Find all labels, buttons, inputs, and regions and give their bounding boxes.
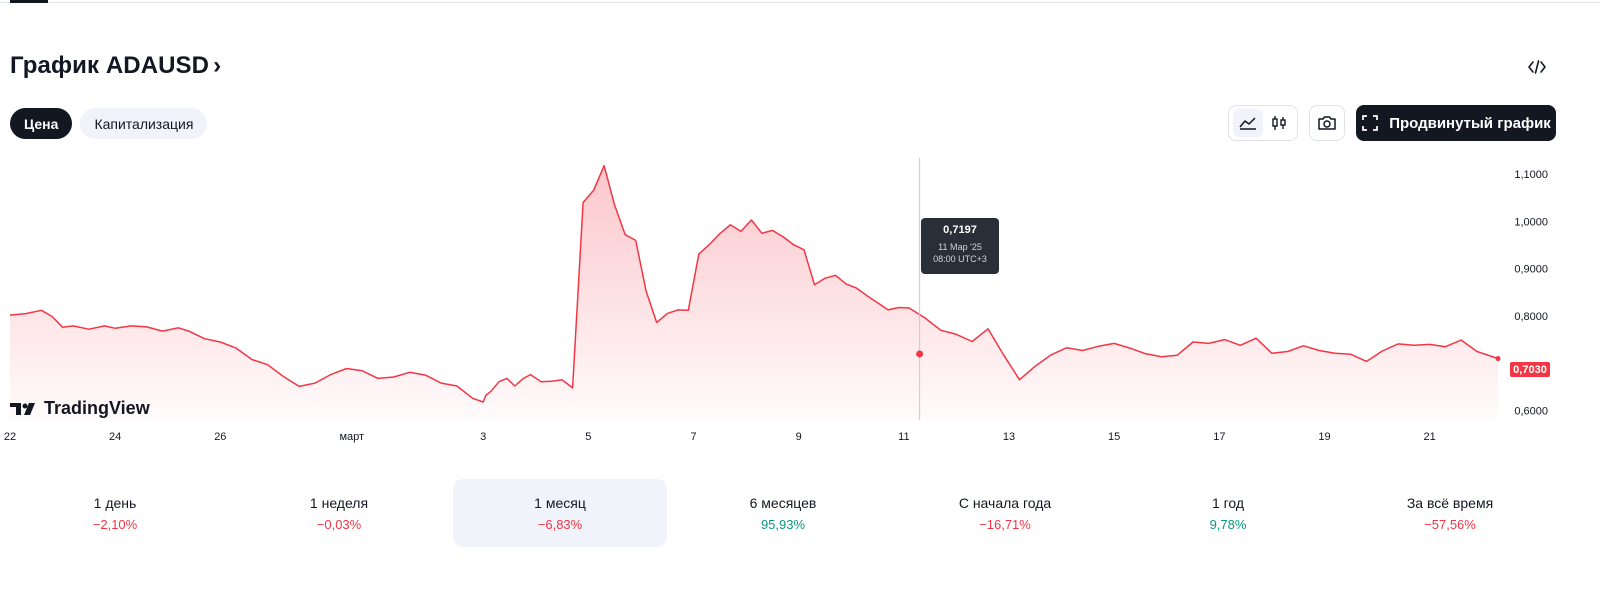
tab-market-cap[interactable]: Капитализация: [80, 108, 208, 139]
page-title[interactable]: График ADAUSD: [10, 52, 210, 79]
x-tick-label: 26: [214, 431, 226, 443]
candlestick-chart-button[interactable]: [1264, 109, 1294, 137]
y-tick-label: 0,8000: [1514, 311, 1548, 323]
embed-code-button[interactable]: [1522, 52, 1552, 82]
x-tick-label: 13: [1003, 431, 1015, 443]
period-change: −16,71%: [979, 516, 1031, 532]
period-label: 6 месяцев: [749, 494, 817, 511]
tradingview-logo[interactable]: TradingView: [10, 398, 150, 419]
period-label: 1 месяц: [534, 494, 586, 511]
tradingview-logo-icon: [10, 402, 35, 415]
period-label: 1 год: [1211, 494, 1245, 511]
camera-icon: [1318, 116, 1336, 130]
snapshot-button[interactable]: [1309, 105, 1345, 141]
x-tick-label: 7: [690, 431, 696, 443]
title-chevron-icon[interactable]: ›: [213, 52, 222, 79]
fullscreen-icon: [1362, 115, 1379, 131]
candlestick-icon: [1271, 116, 1286, 130]
chart-type-switcher: [1228, 105, 1298, 141]
period-label: 1 неделя: [309, 494, 369, 511]
period-ytd[interactable]: С начала года −16,71%: [898, 479, 1112, 547]
y-tick-label: 1,0000: [1514, 216, 1548, 228]
x-tick-label: март: [339, 431, 364, 443]
period-label: С начала года: [958, 494, 1052, 511]
x-tick-label: 19: [1318, 431, 1330, 443]
period-change: 95,93%: [760, 516, 806, 532]
x-tick-label: 11: [898, 431, 909, 443]
period-change: 9,78%: [1209, 516, 1247, 532]
advanced-chart-label: Продвинутый график: [1389, 114, 1551, 132]
period-performance-bar: 1 день −2,10% 1 неделя −0,03% 1 месяц −6…: [0, 479, 1600, 547]
crosshair-point: [916, 350, 924, 358]
chart-data-tabs: Цена Капитализация: [10, 108, 208, 139]
period-label: 1 день: [93, 494, 137, 511]
period-1w[interactable]: 1 неделя −0,03%: [232, 479, 446, 547]
last-price-label: 0,7030: [1510, 362, 1550, 377]
y-tick-label: 1,1000: [1514, 169, 1548, 181]
advanced-chart-button[interactable]: Продвинутый график: [1356, 105, 1556, 141]
period-6m[interactable]: 6 месяцев 95,93%: [676, 479, 890, 547]
chart-canvas[interactable]: 1,1000 1,0000 0,9000 0,8000 0,6000 22 24 26 мар…: [0, 158, 1600, 458]
top-divider: [0, 2, 1600, 3]
period-change: −2,10%: [92, 516, 138, 532]
x-tick-label: 22: [4, 431, 16, 443]
tooltip-price: 0,7197: [943, 224, 977, 236]
tradingview-wordmark: TradingView: [44, 398, 150, 418]
y-tick-label: 0,6000: [1514, 406, 1548, 418]
x-tick-label: 5: [585, 431, 591, 443]
x-tick-label: 9: [796, 431, 802, 443]
price-chart[interactable]: 1,1000 1,0000 0,9000 0,8000 0,6000 22 24 26 мар…: [0, 158, 1600, 458]
x-tick-label: 17: [1213, 431, 1225, 443]
price-line: [9, 164, 1499, 403]
x-tick-label: 21: [1424, 431, 1436, 443]
chart-header: График ADAUSD ›: [10, 50, 221, 82]
area-chart-icon: [1238, 117, 1256, 130]
tab-price[interactable]: Цена: [10, 108, 73, 139]
period-change: −57,56%: [1424, 516, 1476, 532]
active-tab-indicator: [10, 0, 48, 3]
y-tick-label: 0,9000: [1514, 264, 1548, 276]
last-price-point: [1495, 356, 1501, 362]
period-change: −6,83%: [537, 516, 583, 532]
area-chart-button[interactable]: [1232, 109, 1263, 137]
x-tick-label: 24: [109, 431, 121, 443]
period-all-time[interactable]: За всё время −57,56%: [1343, 479, 1557, 547]
crosshair-tooltip: 0,7197 11 Мар '25 08:00 UTC+3: [921, 218, 999, 274]
x-tick-label: 3: [480, 431, 486, 443]
period-1y[interactable]: 1 год 9,78%: [1121, 479, 1335, 547]
period-change: −0,03%: [316, 516, 362, 532]
period-label: За всё время: [1406, 494, 1494, 511]
price-area: [10, 165, 1498, 420]
code-icon: [1528, 60, 1546, 74]
tooltip-date: 11 Мар '25: [938, 242, 982, 252]
period-1m[interactable]: 1 месяц −6,83%: [453, 479, 667, 547]
period-1d[interactable]: 1 день −2,10%: [8, 479, 222, 547]
tooltip-time: 08:00 UTC+3: [933, 254, 987, 264]
x-tick-label: 15: [1108, 431, 1120, 443]
